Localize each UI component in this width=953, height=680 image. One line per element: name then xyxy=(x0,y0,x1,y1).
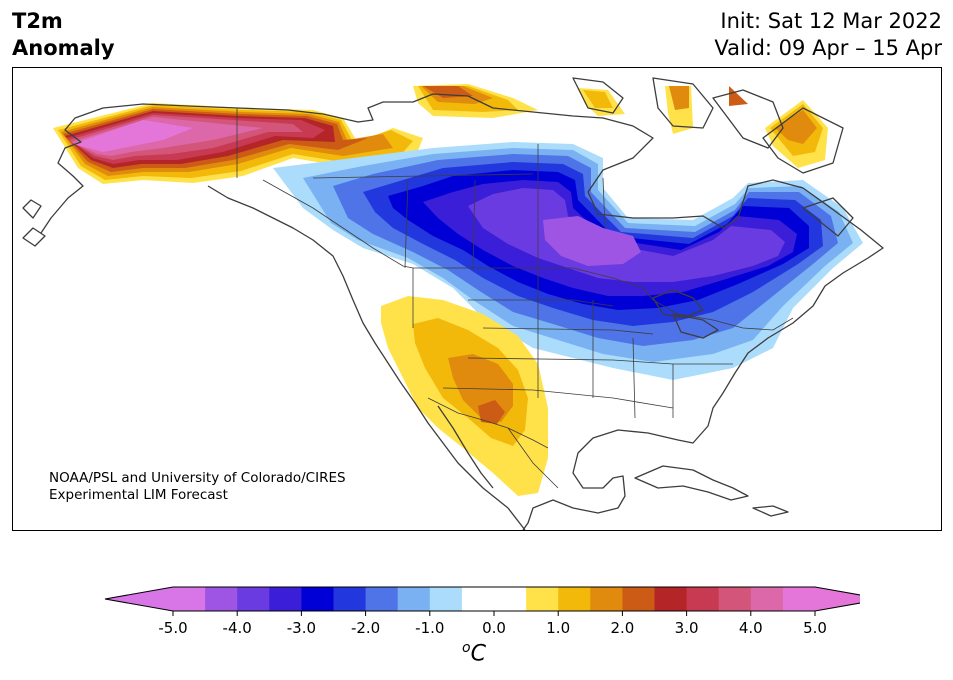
colorbar-ticks: -5.0 -4.0 -3.0 -2.0 -1.0 0.0 1.0 2.0 3.0 4.0 5.0 xyxy=(158,611,827,637)
colorbar: -5.0 -4.0 -3.0 -2.0 -1.0 0.0 1.0 2.0 3.0 4.0 5.0 xyxy=(104,586,860,637)
colorbar-tick-label: 4.0 xyxy=(739,619,763,637)
data-credit: NOAA/PSL and University of Colorado/CIRE… xyxy=(49,470,346,504)
warm-anomaly-southwest xyxy=(381,296,548,496)
colorbar-under-arrow xyxy=(105,587,173,611)
coastlines xyxy=(22,77,884,530)
colorbar-bin xyxy=(782,587,816,611)
colorbar-bin xyxy=(558,587,591,611)
colorbar-bin xyxy=(365,587,399,611)
colorbar-tick-label: -5.0 xyxy=(158,619,187,637)
colorbar-bin xyxy=(622,587,656,611)
colorbar-bin xyxy=(654,587,688,611)
colorbar-tick-label: -4.0 xyxy=(223,619,252,637)
colorbar-bin xyxy=(718,587,752,611)
colorbar-bin xyxy=(526,587,559,611)
colorbar-tick-label: 3.0 xyxy=(675,619,699,637)
colorbar-tick-label: -3.0 xyxy=(287,619,316,637)
colorbar-bins xyxy=(173,587,816,611)
colorbar-bin xyxy=(590,587,623,611)
colorbar-tick-label: 1.0 xyxy=(546,619,570,637)
title-line-1: T2m xyxy=(12,9,63,33)
warm-anomaly-alaska xyxy=(53,103,423,184)
map-title: T2m Anomaly xyxy=(12,8,115,62)
credit-line-1: NOAA/PSL and University of Colorado/CIRE… xyxy=(49,470,346,486)
colorbar-bin xyxy=(237,587,270,611)
colorbar-tick-label: 2.0 xyxy=(610,619,634,637)
colorbar-bin xyxy=(205,587,238,611)
colorbar-bin xyxy=(686,587,720,611)
colorbar-tick-label: -2.0 xyxy=(351,619,380,637)
colorbar-bin xyxy=(461,587,527,611)
colorbar-tick-label: 5.0 xyxy=(803,619,827,637)
anomaly-map xyxy=(12,67,942,531)
init-date: Init: Sat 12 Mar 2022 xyxy=(720,9,942,33)
valid-range: Valid: 09 Apr – 15 Apr xyxy=(714,36,942,60)
colorbar-bin xyxy=(173,587,206,611)
forecast-dates: Init: Sat 12 Mar 2022 Valid: 09 Apr – 15… xyxy=(714,8,942,62)
unit-degree: o xyxy=(462,640,471,656)
colorbar-bin xyxy=(750,587,784,611)
colorbar-tick-label: -1.0 xyxy=(415,619,444,637)
colorbar-bin xyxy=(333,587,367,611)
credit-line-2: Experimental LIM Forecast xyxy=(49,487,228,503)
title-line-2: Anomaly xyxy=(12,36,115,60)
colorbar-bin xyxy=(269,587,302,611)
cold-anomaly-north-america xyxy=(273,142,863,380)
colorbar-bin xyxy=(429,587,463,611)
political-borders xyxy=(236,108,794,489)
unit-label: C xyxy=(470,641,486,667)
colorbar-bin xyxy=(397,587,431,611)
colorbar-unit: oC xyxy=(462,640,486,666)
colorbar-tick-label: 0.0 xyxy=(482,619,506,637)
colorbar-bin xyxy=(301,587,335,611)
